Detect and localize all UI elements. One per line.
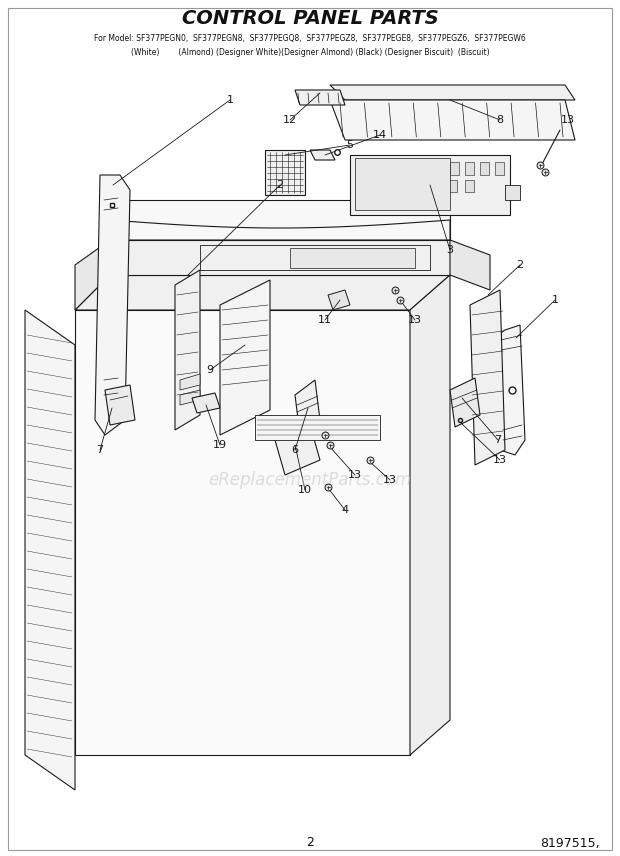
- Polygon shape: [265, 150, 305, 195]
- Polygon shape: [350, 155, 510, 215]
- Polygon shape: [360, 180, 369, 192]
- Text: 11: 11: [318, 315, 332, 325]
- Text: 3: 3: [446, 245, 453, 255]
- Polygon shape: [110, 220, 450, 240]
- Polygon shape: [495, 162, 504, 175]
- Text: 10: 10: [298, 485, 312, 495]
- Polygon shape: [410, 275, 450, 755]
- Polygon shape: [480, 162, 489, 175]
- Polygon shape: [110, 240, 450, 275]
- Polygon shape: [465, 180, 474, 192]
- Text: 7: 7: [97, 445, 104, 455]
- Polygon shape: [328, 290, 350, 310]
- Polygon shape: [75, 275, 450, 310]
- Text: 4: 4: [342, 505, 348, 515]
- Polygon shape: [330, 85, 575, 100]
- Polygon shape: [375, 162, 384, 175]
- Text: 1: 1: [552, 295, 559, 305]
- Text: CONTROL PANEL PARTS: CONTROL PANEL PARTS: [182, 9, 438, 27]
- Polygon shape: [435, 162, 444, 175]
- Text: 5: 5: [347, 140, 353, 150]
- Polygon shape: [390, 162, 399, 175]
- Polygon shape: [498, 325, 525, 455]
- Polygon shape: [192, 393, 220, 413]
- Polygon shape: [450, 240, 490, 290]
- Polygon shape: [430, 180, 439, 192]
- Text: 12: 12: [283, 115, 297, 125]
- Polygon shape: [200, 245, 430, 270]
- Polygon shape: [175, 270, 200, 430]
- Text: 2: 2: [306, 836, 314, 849]
- Text: 2: 2: [277, 180, 283, 190]
- Polygon shape: [255, 415, 380, 440]
- Polygon shape: [450, 378, 480, 427]
- Polygon shape: [448, 180, 456, 192]
- Text: 14: 14: [373, 130, 387, 140]
- Polygon shape: [180, 390, 200, 405]
- Polygon shape: [360, 162, 369, 175]
- Polygon shape: [355, 158, 450, 210]
- Polygon shape: [95, 175, 130, 435]
- Polygon shape: [275, 425, 320, 475]
- Text: 8: 8: [497, 115, 503, 125]
- Polygon shape: [395, 180, 404, 192]
- Polygon shape: [378, 180, 386, 192]
- Text: For Model: SF377PEGN0,  SF377PEGN8,  SF377PEGQ8,  SF377PEGZ8,  SF377PEGE8,  SF37: For Model: SF377PEGN0, SF377PEGN8, SF377…: [94, 33, 526, 43]
- Polygon shape: [310, 150, 335, 160]
- Polygon shape: [180, 374, 200, 390]
- Polygon shape: [75, 310, 410, 755]
- Text: 13: 13: [348, 470, 362, 480]
- Text: eReplacementParts.com: eReplacementParts.com: [208, 471, 412, 489]
- Polygon shape: [420, 162, 429, 175]
- Polygon shape: [105, 385, 135, 425]
- Polygon shape: [405, 162, 414, 175]
- Polygon shape: [75, 240, 110, 310]
- Polygon shape: [220, 280, 270, 435]
- Text: 2: 2: [516, 260, 523, 270]
- Polygon shape: [470, 290, 505, 465]
- Text: 13: 13: [383, 475, 397, 485]
- Text: 1: 1: [226, 95, 234, 105]
- Polygon shape: [110, 200, 450, 275]
- Text: 6: 6: [291, 445, 298, 455]
- Polygon shape: [25, 310, 75, 790]
- Text: 19: 19: [213, 440, 227, 450]
- Polygon shape: [330, 100, 575, 140]
- Polygon shape: [465, 162, 474, 175]
- Text: 13: 13: [493, 455, 507, 465]
- Text: (White)        (Almond) (Designer White)(Designer Almond) (Black) (Designer Bisc: (White) (Almond) (Designer White)(Design…: [131, 47, 489, 56]
- Polygon shape: [450, 162, 459, 175]
- Polygon shape: [295, 90, 345, 105]
- Polygon shape: [295, 380, 320, 435]
- Text: 13: 13: [561, 115, 575, 125]
- Text: 9: 9: [206, 365, 213, 375]
- Text: 13: 13: [408, 315, 422, 325]
- Polygon shape: [290, 248, 415, 268]
- Polygon shape: [412, 180, 422, 192]
- Text: 7: 7: [494, 435, 502, 445]
- Polygon shape: [505, 185, 520, 200]
- Text: 8197515,: 8197515,: [541, 836, 600, 849]
